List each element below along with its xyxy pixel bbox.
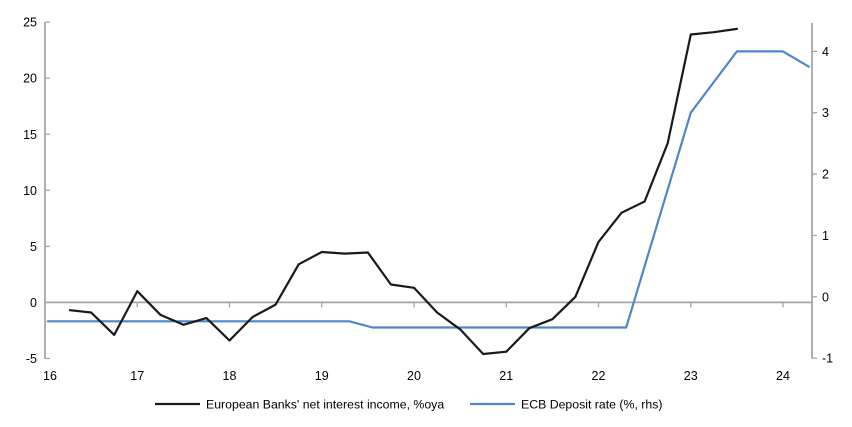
right-axis-tick-label: 3	[822, 106, 829, 120]
left-axis-tick-label: 0	[30, 296, 37, 310]
left-axis-tick-label: 10	[23, 184, 37, 198]
series-lines	[46, 27, 810, 356]
x-axis-tick-label: 19	[315, 369, 329, 383]
right-axis-tick-label: 4	[822, 45, 829, 59]
x-axis-tick-label: 17	[130, 369, 144, 383]
x-axis-tick-label: 20	[407, 369, 421, 383]
left-y-axis: 25 20 15 10 5 0 -5	[23, 16, 50, 366]
x-axis-tick-label: 23	[684, 369, 698, 383]
right-axis-tick-label: 2	[822, 168, 829, 182]
right-y-axis: 4 3 2 1 0 -1	[811, 23, 833, 366]
net-interest-income-line	[68, 27, 739, 356]
x-axis-tick-label: 16	[43, 369, 57, 383]
right-axis-tick-label: -1	[822, 352, 833, 366]
left-axis-tick-label: 5	[30, 240, 37, 254]
x-axis-tick-label: 22	[592, 369, 606, 383]
left-axis-tick-label: -5	[26, 352, 37, 366]
legend: European Banks' net interest income, %oy…	[155, 398, 662, 412]
ecb-deposit-rate-line	[46, 50, 810, 329]
right-axis-tick-label: 0	[822, 290, 829, 304]
right-axis-tick-label: 1	[822, 229, 829, 243]
legend-label-net-interest-income: European Banks' net interest income, %oy…	[206, 398, 444, 412]
x-axis-tick-label: 24	[776, 369, 790, 383]
left-axis-tick-label: 25	[23, 16, 37, 30]
x-axis-tick-label: 18	[223, 369, 237, 383]
x-axis-tick-label: 21	[499, 369, 513, 383]
left-axis-tick-label: 20	[23, 72, 37, 86]
legend-label-ecb-deposit-rate: ECB Deposit rate (%, rhs)	[521, 398, 662, 412]
x-axis-labels: 16 17 18 19 20 21 22 23 24	[43, 369, 790, 383]
left-axis-tick-label: 15	[23, 128, 37, 142]
